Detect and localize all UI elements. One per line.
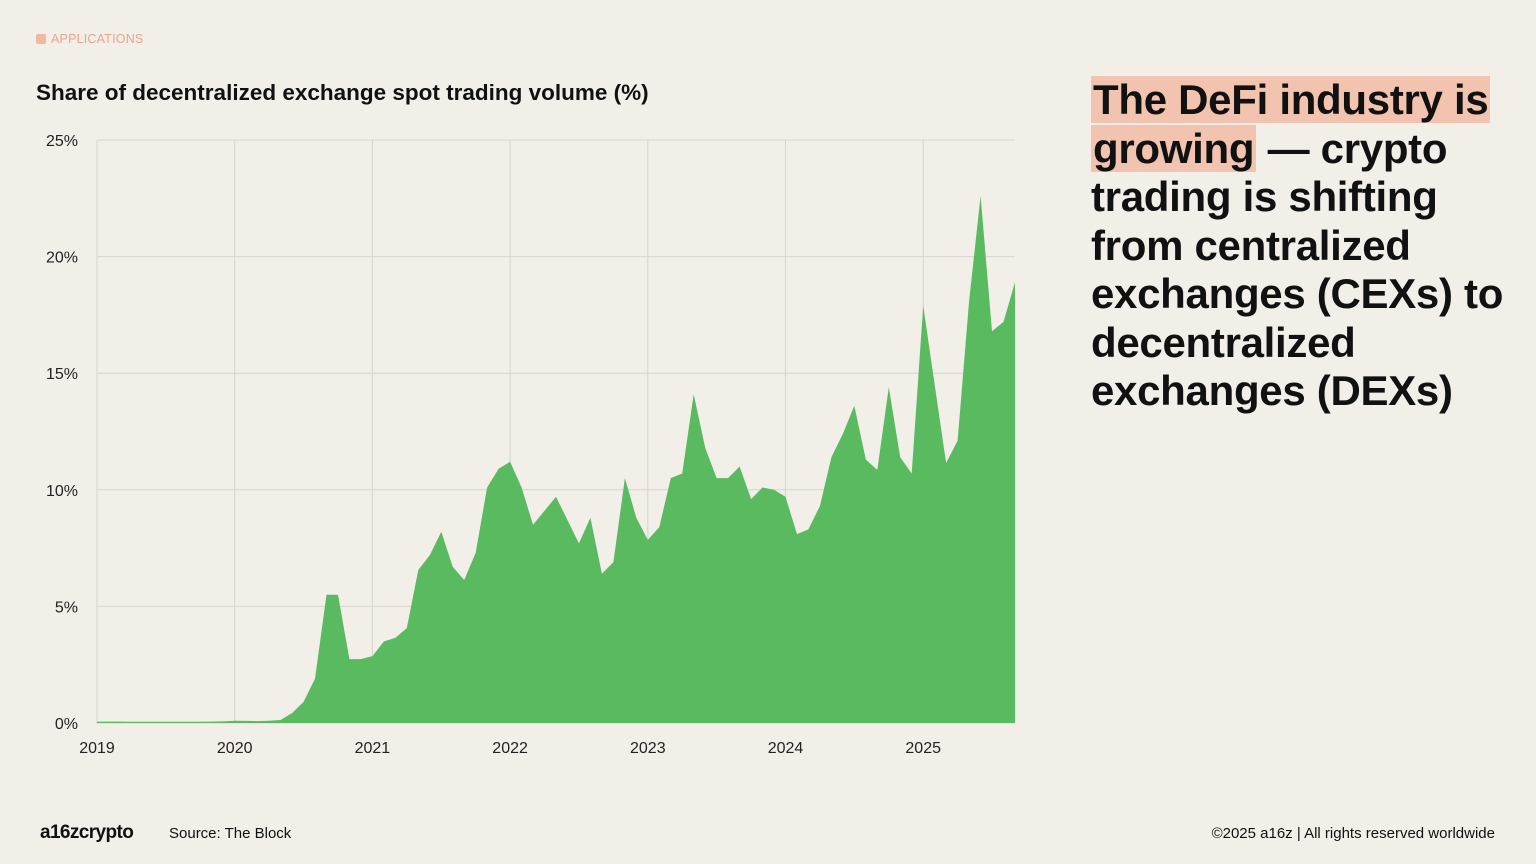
- chart-title: Share of decentralized exchange spot tra…: [36, 80, 649, 105]
- x-tick-label: 2022: [492, 740, 528, 757]
- y-axis-ticks: 0% 5% 10% 15% 20% 25%: [46, 133, 78, 733]
- area-chart: 0% 5% 10% 15% 20% 25% 2019 2020 2021 2022 2023 202…: [46, 133, 1015, 757]
- section-tag-label: APPLICATIONS: [51, 32, 144, 46]
- a16zcrypto-logo: a16zcrypto: [40, 822, 134, 843]
- tag-square-icon: [36, 34, 46, 44]
- y-tick-label: 0%: [55, 716, 78, 733]
- y-tick-label: 25%: [46, 133, 78, 150]
- source-note: Source: The Block: [169, 825, 292, 842]
- y-tick-label: 10%: [46, 483, 78, 500]
- y-tick-label: 15%: [46, 366, 78, 383]
- section-tag: APPLICATIONS: [36, 32, 143, 46]
- x-tick-label: 2023: [630, 740, 666, 757]
- headline-rest: — crypto trading is shifting from centra…: [1091, 124, 1504, 415]
- y-tick-label: 20%: [46, 250, 78, 267]
- x-tick-label: 2021: [355, 740, 391, 757]
- y-tick-label: 5%: [55, 599, 78, 616]
- x-tick-label: 2019: [79, 740, 115, 757]
- dex-share-area: [97, 196, 1015, 723]
- x-tick-label: 2020: [217, 740, 253, 757]
- copyright: ©2025 a16z | All rights reserved worldwi…: [1211, 825, 1495, 842]
- x-axis-ticks: 2019 2020 2021 2022 2023 2024 2025: [79, 740, 941, 757]
- x-tick-label: 2024: [768, 740, 804, 757]
- x-tick-label: 2025: [905, 740, 941, 757]
- headline: The DeFi industry is growing — crypto tr…: [1091, 76, 1511, 416]
